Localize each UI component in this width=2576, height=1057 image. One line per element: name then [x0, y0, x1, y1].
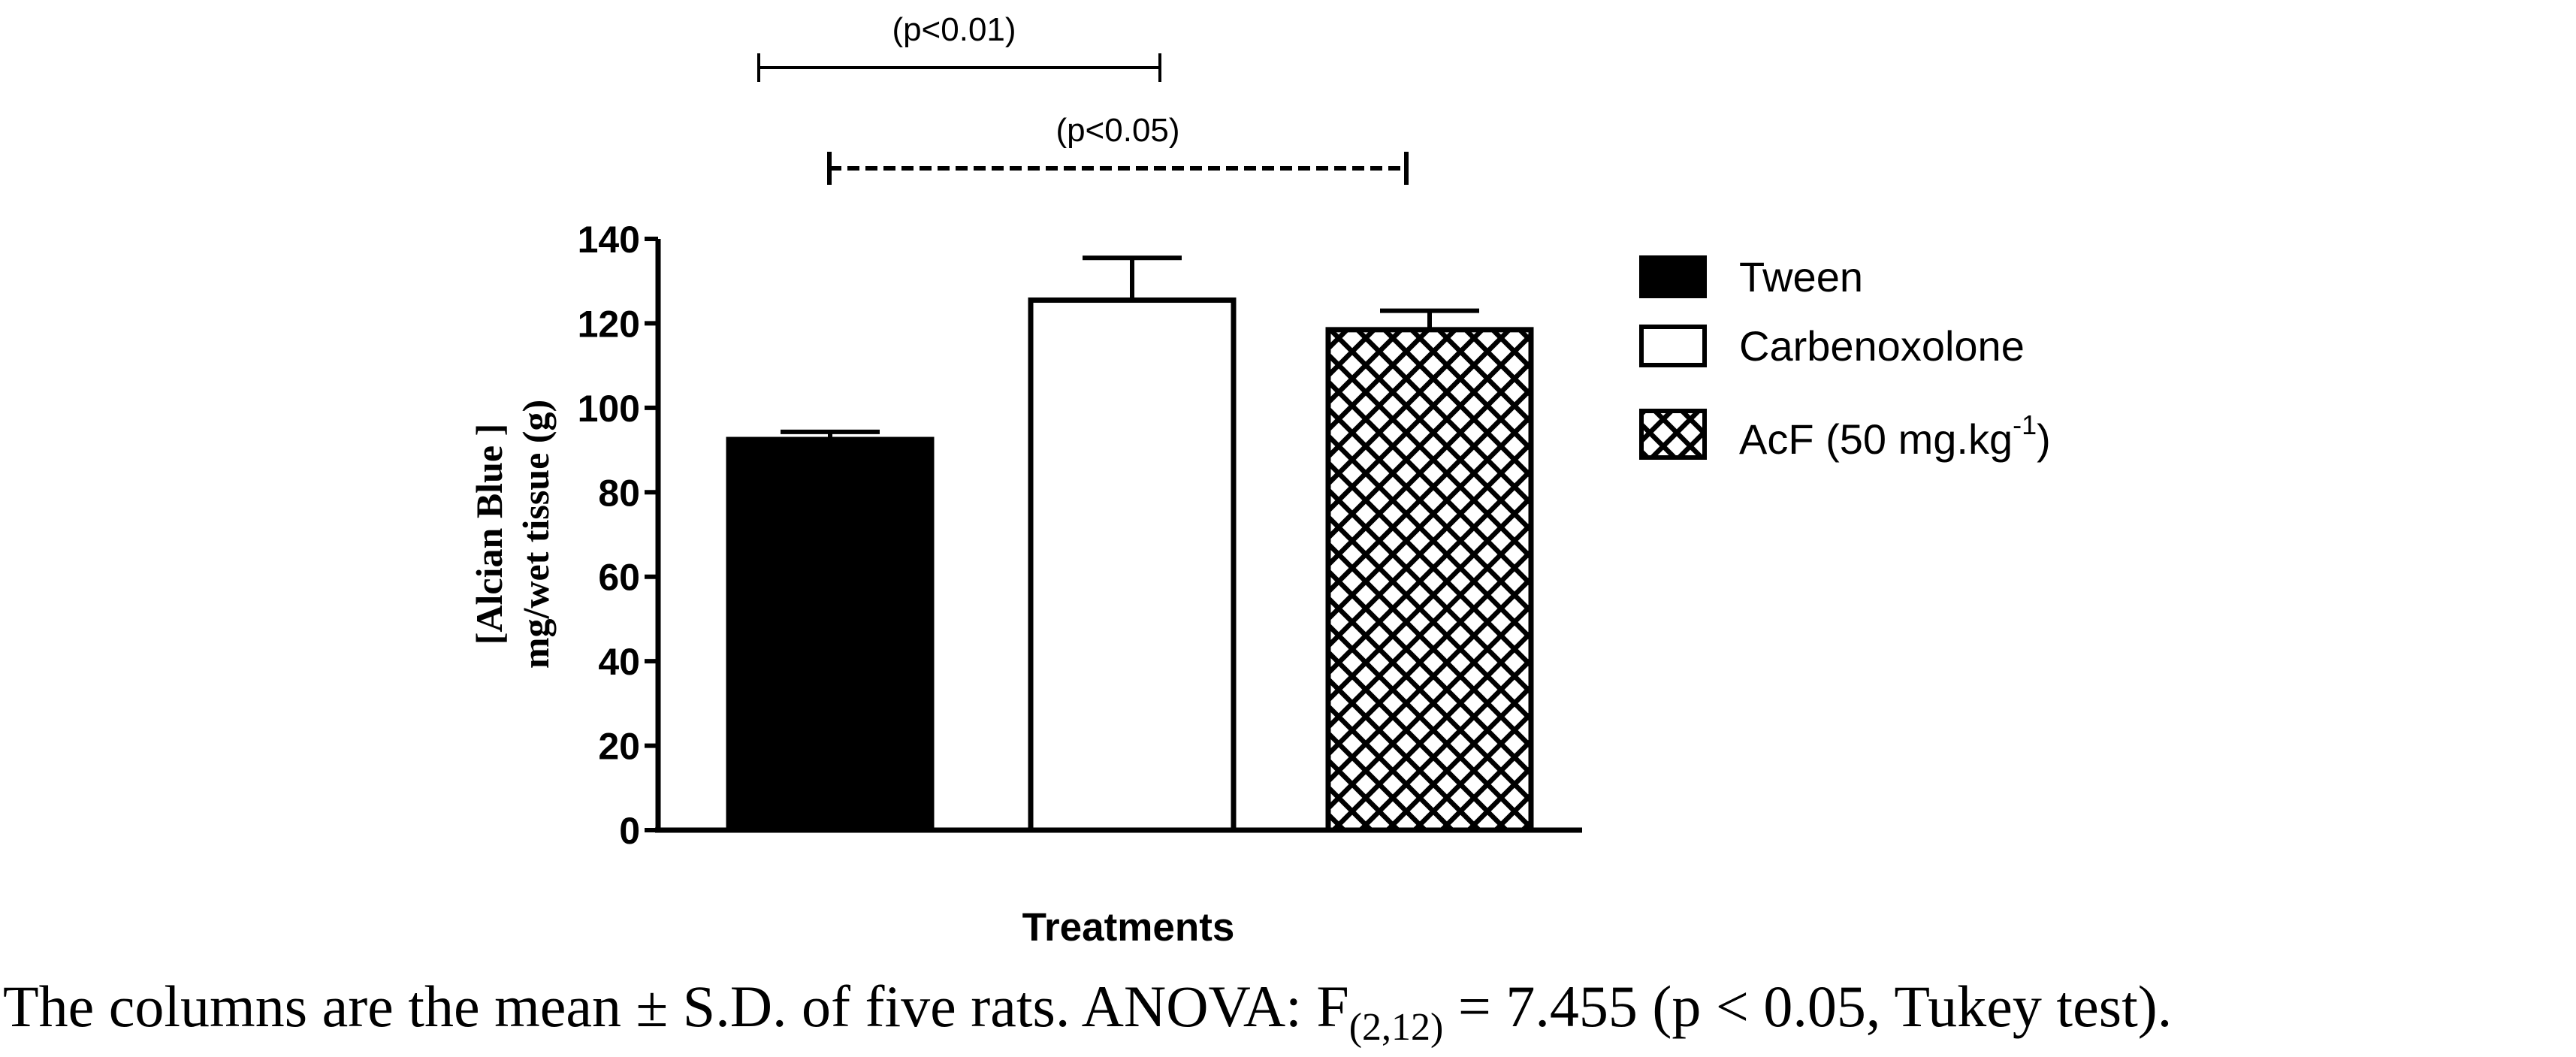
- legend-label-superscript: -1: [2013, 409, 2037, 440]
- caption-text-before: The columns are the mean ± S.D. of five …: [3, 974, 1349, 1039]
- y-tick-label: 0: [619, 810, 640, 852]
- legend-label: Tween: [1739, 253, 1863, 300]
- significance-label: (p<0.01): [892, 11, 1016, 48]
- x-axis-label: Treatments: [1022, 905, 1235, 950]
- y-axis-label-line1: [Alcian Blue ]: [468, 424, 510, 645]
- bar-3: [1325, 327, 1534, 833]
- legend-swatch-empty: [1639, 325, 1707, 367]
- bar-1: [726, 436, 935, 833]
- y-axis-label-line2: mg/wet tissue (g): [515, 400, 557, 669]
- legend-label-main: AcF (50 mg.kg: [1739, 415, 2013, 463]
- caption-text-after: = 7.455 (p < 0.05, Tukey test).: [1443, 974, 2173, 1039]
- y-tick-label: 80: [598, 472, 640, 514]
- legend-swatch-crosshatch: [1639, 409, 1707, 460]
- legend-item-carbenoxolone: Carbenoxolone: [1639, 322, 2025, 370]
- significance-label: (p<0.05): [1055, 112, 1179, 149]
- y-tick-label: 40: [598, 641, 640, 683]
- legend-label: Carbenoxolone: [1739, 322, 2025, 370]
- y-tick-label: 20: [598, 726, 640, 768]
- bar-2: [1028, 297, 1237, 833]
- legend: Tween Carbenoxolone AcF (50 mg.kg-1): [1639, 253, 2051, 463]
- y-ticks: 0 20 40 60 80 100 120 140: [578, 219, 658, 852]
- legend-label-end: ): [2037, 415, 2051, 463]
- significance-brackets: (p<0.01) (p<0.05): [757, 11, 1409, 185]
- y-axis-label: [Alcian Blue ] mg/wet tissue (g): [468, 400, 557, 669]
- bars: [726, 255, 1534, 833]
- y-tick-label: 120: [578, 303, 640, 345]
- caption-subscript: (2,12): [1348, 1006, 1444, 1049]
- legend-label: AcF (50 mg.kg-1): [1739, 409, 2051, 463]
- legend-item-acf: AcF (50 mg.kg-1): [1639, 409, 2051, 463]
- legend-item-tween: Tween: [1639, 253, 1863, 300]
- y-tick-label: 100: [578, 388, 640, 430]
- y-tick-label: 60: [598, 557, 640, 599]
- y-tick-label: 140: [578, 219, 640, 261]
- figure-caption: The columns are the mean ± S.D. of five …: [0, 969, 2576, 1057]
- chart: (p<0.01) (p<0.05) 0 20 40 60 80 100 120 140 [Alc…: [468, 11, 2051, 950]
- legend-swatch-solid: [1639, 255, 1707, 298]
